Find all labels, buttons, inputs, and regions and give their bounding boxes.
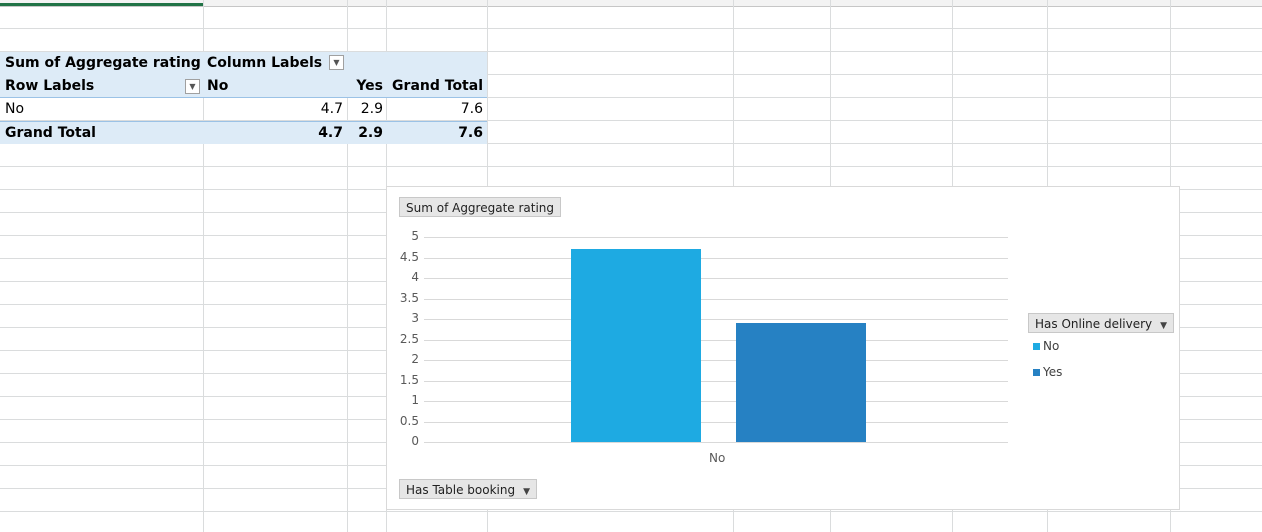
y-tick-label: 1.5 [399,372,419,387]
grand-total-cell[interactable]: 7.6 [458,125,483,141]
value-field-button-label: Sum of Aggregate rating [406,201,555,215]
x-category-label: No [709,451,726,465]
pivot-header-row: Sum of Aggregate rating Column Labels ▼ [0,52,487,75]
gridline [347,0,348,532]
value-cell[interactable]: 4.7 [320,101,343,117]
y-tick-label: 3.5 [399,290,419,305]
grand-total-cell[interactable]: 4.7 [318,125,343,141]
grand-total-label: Grand Total [5,125,96,141]
grand-total-cell[interactable]: 2.9 [358,125,383,141]
bar-no[interactable] [571,249,701,442]
gridline [0,74,1262,75]
dropdown-arrow-icon: ▼ [1160,321,1168,331]
y-tick-label: 1 [411,393,419,407]
legend-item-no[interactable]: No [1033,339,1059,353]
chart-gridline [424,442,1008,443]
pivot-grand-total-row: Grand Total 4.7 2.9 7.6 [0,121,487,144]
pivot-column-labels[interactable]: Column Labels [207,55,323,71]
row-label-no[interactable]: No [5,101,25,117]
gridline [0,97,1262,98]
legend-swatch [1033,369,1040,376]
pivot-column-headers-row: Row Labels ▼ No Yes Grand Total [0,75,487,98]
chart-gridline [424,257,1008,259]
selected-column-indicator [0,3,203,6]
legend-field-button-label: Has Online delivery [1035,317,1153,331]
legend-swatch [1033,343,1040,350]
pivot-value-field-label[interactable]: Sum of Aggregate rating [5,55,201,71]
y-tick-label: 2 [411,352,419,366]
value-field-button[interactable]: Sum of Aggregate rating [399,197,562,217]
axis-field-button[interactable]: Has Table booking ▼ [399,479,538,499]
chart-gridline [424,319,1008,320]
value-cell[interactable]: 7.6 [460,101,483,117]
y-tick-label: 0 [411,434,419,448]
chart-gridline [424,339,1008,341]
row-labels-filter-button[interactable]: ▼ [185,79,200,94]
gridline [0,51,1262,52]
column-labels-filter-button[interactable]: ▼ [329,55,344,70]
chart-gridline [424,237,1008,238]
col-header-yes[interactable]: Yes [356,78,383,94]
legend-field-button[interactable]: Has Online delivery ▼ [1028,313,1175,333]
y-tick-label: 4.5 [399,249,419,264]
col-header-grand-total: Grand Total [392,78,483,94]
chart-gridline [424,360,1008,361]
bar-yes[interactable] [736,323,866,442]
gridline [203,0,204,532]
dropdown-arrow-icon: ▼ [523,487,531,497]
chart-gridline [424,278,1008,279]
axis-field-button-label: Has Table booking [406,483,516,497]
chart-gridline [424,380,1008,382]
gridline [0,28,1262,29]
pivot-data-row: No 4.7 2.9 7.6 [0,98,487,121]
pivot-chart[interactable]: Sum of Aggregate rating 0 0.5 1 1.5 2 2.5 3 3.5… [386,186,1180,510]
plot-area: 0 0.5 1 1.5 2 2.5 3 3.5 4 4.5 5 No [387,187,1181,511]
y-tick-label: 2.5 [399,331,419,346]
legend-label: Yes [1043,365,1063,379]
column-header-strip [0,0,1262,7]
chart-gridline [424,401,1008,402]
y-tick-label: 5 [411,229,419,243]
gridline [0,120,1262,121]
legend-item-yes[interactable]: Yes [1033,365,1062,379]
gridline [0,166,1262,167]
value-cell[interactable]: 2.9 [360,101,383,117]
y-tick-label: 0.5 [399,413,419,428]
y-tick-label: 4 [411,270,419,284]
chart-gridline [424,421,1008,423]
gridline [0,143,1262,144]
col-header-no[interactable]: No [207,78,229,94]
legend-label: No [1043,339,1060,353]
chart-gridline [424,298,1008,300]
gridline [0,511,1262,512]
pivot-row-labels[interactable]: Row Labels [5,78,95,94]
y-tick-label: 3 [411,311,419,325]
